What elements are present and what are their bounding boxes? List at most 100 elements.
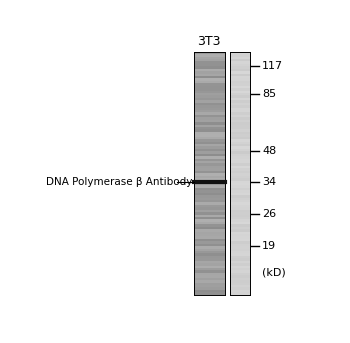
Bar	[230, 256, 250, 259]
Bar	[230, 86, 250, 88]
Bar	[194, 64, 225, 67]
Bar	[194, 54, 225, 57]
Bar	[194, 188, 225, 191]
Bar	[230, 142, 250, 144]
Bar	[230, 195, 250, 198]
Bar	[194, 176, 225, 178]
Bar	[230, 83, 250, 86]
Bar	[194, 156, 225, 159]
Bar	[194, 59, 225, 62]
Bar	[230, 234, 250, 237]
Bar	[194, 239, 225, 241]
Text: DNA Polymerase β Antibody: DNA Polymerase β Antibody	[47, 177, 193, 188]
Bar	[230, 156, 250, 159]
Bar	[194, 151, 225, 154]
Bar	[194, 214, 225, 217]
Bar	[230, 100, 250, 103]
Bar	[230, 188, 250, 191]
Bar	[194, 142, 225, 144]
Bar	[194, 129, 225, 132]
Bar	[194, 105, 225, 108]
Bar	[230, 139, 250, 142]
Bar	[230, 207, 250, 210]
Bar	[194, 227, 225, 229]
Bar	[230, 210, 250, 212]
Bar	[230, 249, 250, 251]
Bar	[230, 98, 250, 101]
Bar	[194, 285, 225, 288]
Bar	[230, 280, 250, 283]
Bar	[230, 144, 250, 147]
Bar	[194, 98, 225, 101]
Bar	[194, 202, 225, 205]
Bar	[230, 278, 250, 281]
Bar	[194, 246, 225, 249]
Bar	[230, 61, 250, 64]
Bar	[230, 236, 250, 239]
Bar	[194, 275, 225, 278]
Bar	[194, 132, 225, 135]
Bar	[194, 91, 225, 93]
Text: 26: 26	[262, 209, 276, 219]
Bar	[230, 258, 250, 261]
Bar	[230, 220, 250, 222]
Bar	[194, 113, 225, 115]
Bar	[230, 217, 250, 220]
Bar	[194, 76, 225, 79]
Bar	[194, 258, 225, 261]
Bar	[230, 115, 250, 118]
Bar	[230, 81, 250, 84]
Bar	[194, 57, 225, 59]
Bar	[194, 149, 225, 152]
Bar	[194, 120, 225, 122]
Bar	[230, 158, 250, 162]
Bar	[230, 154, 250, 157]
Bar	[230, 200, 250, 203]
Bar	[230, 290, 250, 293]
Bar	[194, 158, 225, 162]
Bar	[194, 207, 225, 210]
Bar	[230, 224, 250, 227]
Bar	[194, 193, 225, 196]
Bar	[230, 64, 250, 67]
Bar	[230, 134, 250, 137]
Bar	[194, 241, 225, 244]
Bar	[194, 290, 225, 293]
Bar	[230, 122, 250, 125]
Bar	[194, 253, 225, 256]
Bar	[194, 205, 225, 208]
Bar	[194, 81, 225, 84]
Bar	[230, 275, 250, 278]
Bar	[194, 268, 225, 271]
Bar	[194, 83, 225, 86]
Bar	[230, 229, 250, 232]
Bar	[194, 95, 225, 98]
Bar	[194, 93, 225, 96]
Text: 34: 34	[262, 177, 276, 188]
Bar	[230, 176, 250, 178]
Bar	[230, 168, 250, 171]
Bar	[194, 198, 225, 200]
Bar	[194, 185, 225, 188]
Bar	[194, 273, 225, 276]
Bar	[194, 100, 225, 103]
Bar	[230, 95, 250, 98]
Bar	[194, 61, 225, 64]
Bar	[194, 137, 225, 140]
Bar	[230, 287, 250, 290]
Bar	[194, 229, 225, 232]
Bar	[230, 69, 250, 72]
Bar	[230, 244, 250, 247]
Bar	[230, 173, 250, 176]
Bar	[194, 144, 225, 147]
Bar	[230, 105, 250, 108]
Bar	[194, 108, 225, 110]
Bar	[194, 212, 225, 215]
Bar	[194, 256, 225, 259]
Bar	[230, 161, 250, 164]
Bar	[194, 134, 225, 137]
Bar	[194, 125, 225, 128]
Bar	[230, 171, 250, 174]
Bar	[230, 241, 250, 244]
Bar	[230, 137, 250, 140]
